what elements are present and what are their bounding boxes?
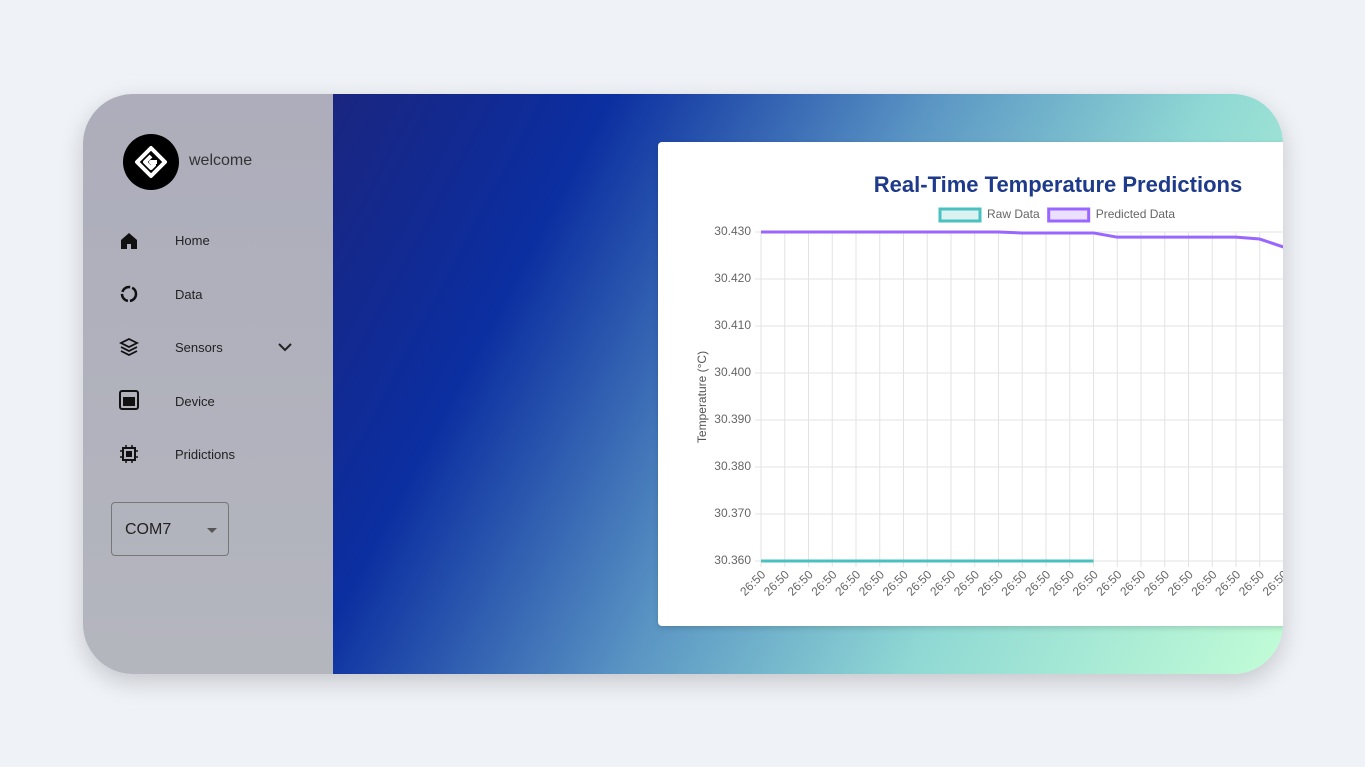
x-tick-label: 26:50: [785, 567, 816, 598]
x-tick-label: 26:50: [1212, 567, 1243, 598]
x-tick-label: 26:50: [1141, 567, 1172, 598]
x-tick-label: 26:50: [1070, 567, 1101, 598]
legend-swatch: [938, 207, 982, 223]
y-tick-label: 30.420: [714, 271, 751, 285]
app-card: welcome Home Data Sensors Device Pridict…: [83, 94, 1283, 674]
x-tick-label: 26:50: [975, 567, 1006, 598]
legend-label: Raw Data: [987, 207, 1040, 221]
x-tick-label: 26:50: [737, 567, 768, 598]
x-tick-label: 26:50: [880, 567, 911, 598]
x-tick-label: 26:50: [1236, 567, 1267, 598]
chart-panel: Real-Time Temperature Predictions Temper…: [658, 142, 1283, 626]
x-tick-label: 26:50: [1093, 567, 1124, 598]
sidebar: welcome Home Data Sensors Device Pridict…: [83, 94, 333, 674]
y-tick-label: 30.430: [714, 224, 751, 238]
x-tick-label: 26:50: [903, 567, 934, 598]
nav-item[interactable]: Data: [175, 287, 203, 302]
x-tick-label: 26:50: [927, 567, 958, 598]
welcome: welcome: [189, 152, 253, 169]
data-line: [761, 230, 1283, 249]
sensors-icon: [119, 337, 139, 357]
x-tick-label: 26:50: [1260, 567, 1283, 598]
x-tick-label: 26:50: [998, 567, 1029, 598]
main-area: Real-Time Temperature Predictions Temper…: [333, 94, 1283, 674]
chevron[interactable]: [277, 340, 293, 354]
port-value: COM7: [125, 521, 172, 538]
nav-item[interactable]: Home: [175, 233, 210, 248]
x-tick-label: 26:50: [1188, 567, 1219, 598]
x-tick-label: 26:50: [1165, 567, 1196, 598]
y-tick-label: 30.380: [714, 459, 751, 473]
nav-item[interactable]: Pridictions: [175, 447, 235, 462]
chart: Real-Time Temperature Predictions Temper…: [695, 172, 1283, 599]
home-icon: [121, 233, 137, 249]
port-select[interactable]: COM7: [111, 502, 229, 556]
nav-item[interactable]: Device: [175, 394, 215, 409]
x-tick-label: 26:50: [856, 567, 887, 598]
y-tick-label: 30.360: [714, 553, 751, 567]
chip-icon: [120, 445, 138, 463]
logo: [123, 134, 179, 190]
y-axis-label: Temperature (°C): [695, 351, 709, 443]
chart-title: Real-Time Temperature Predictions: [874, 172, 1242, 197]
y-tick-label: 30.370: [714, 506, 751, 520]
x-tick-label: 26:50: [832, 567, 863, 598]
x-tick-label: 26:50: [1117, 567, 1148, 598]
dropdown-arrow: [207, 528, 217, 533]
y-tick-label: 30.390: [714, 412, 751, 426]
y-tick-label: 30.410: [714, 318, 751, 332]
nav-item[interactable]: Sensors: [175, 340, 223, 355]
data-icon: [120, 285, 138, 303]
x-tick-label: 26:50: [1046, 567, 1077, 598]
y-tick-label: 30.400: [714, 365, 751, 379]
x-tick-label: 26:50: [808, 567, 839, 598]
legend-swatch: [1047, 207, 1091, 223]
device-icon: [119, 390, 139, 410]
x-tick-label: 26:50: [1022, 567, 1053, 598]
legend-label: Predicted Data: [1096, 207, 1176, 221]
x-tick-label: 26:50: [951, 567, 982, 598]
x-tick-label: 26:50: [761, 567, 792, 598]
